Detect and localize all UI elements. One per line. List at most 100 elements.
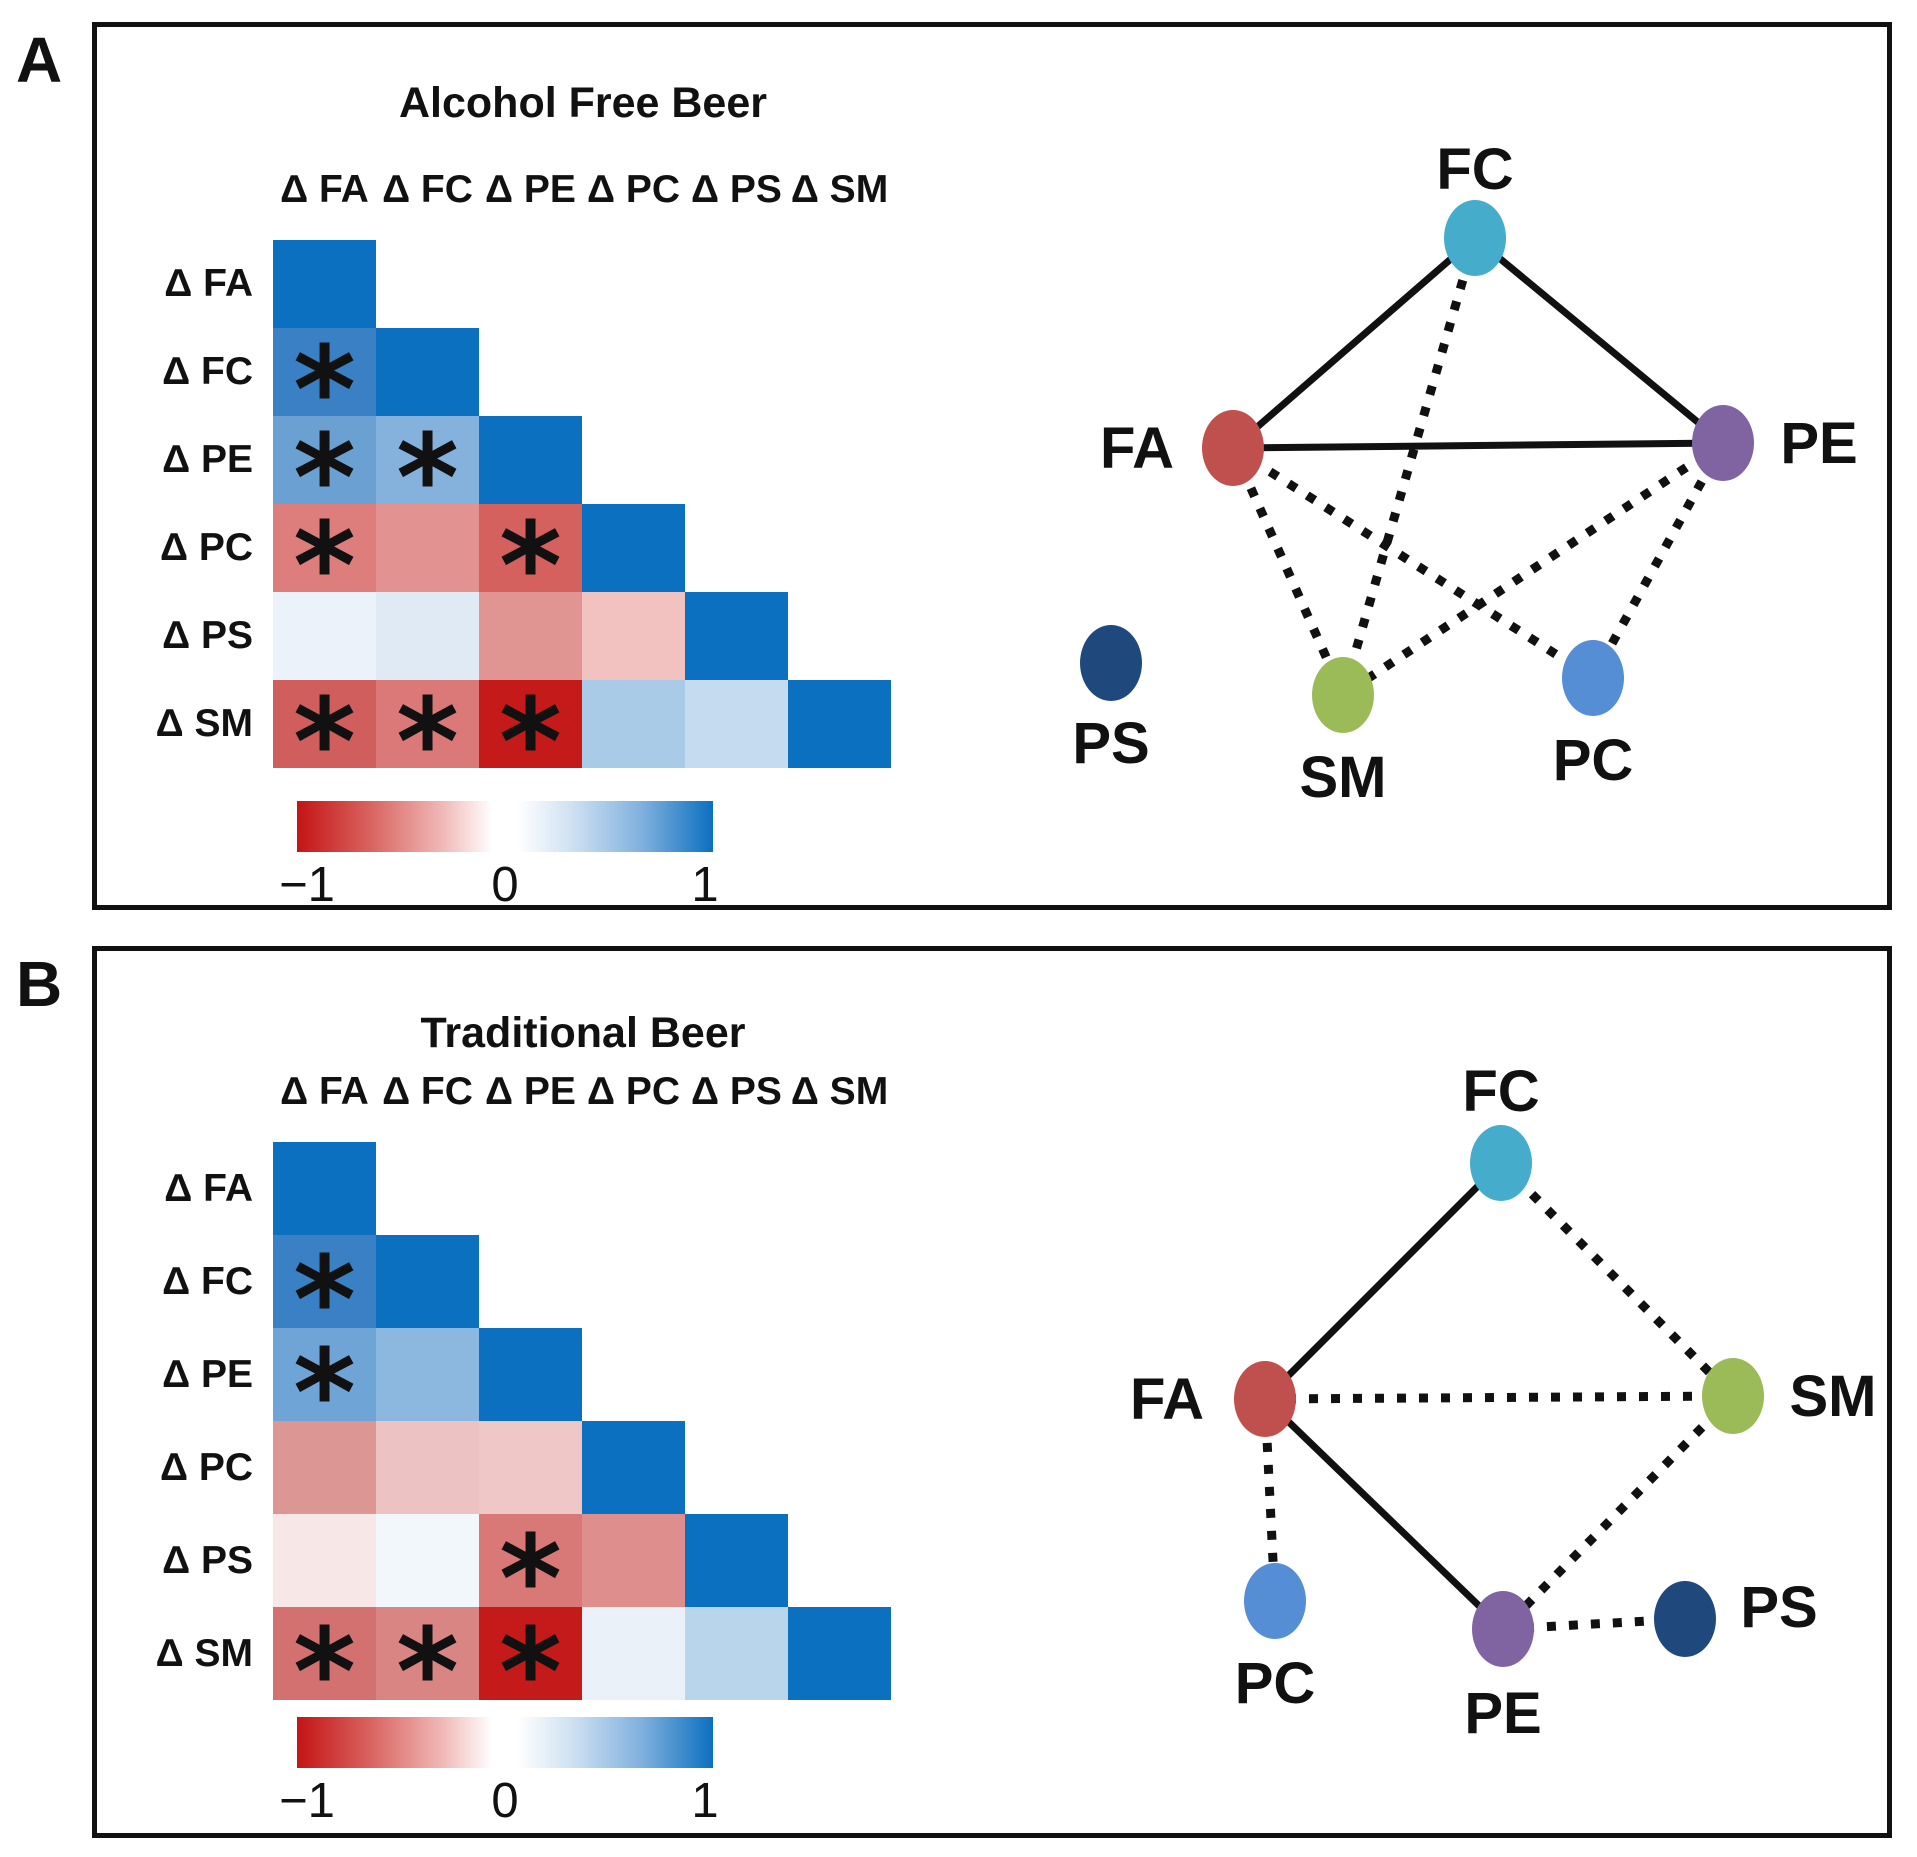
edge-fa-pe-solid (1232, 439, 1724, 452)
edge-pe-pc-dotted (1589, 440, 1727, 681)
colorbar-tick-min: −1 (279, 858, 335, 912)
node-sm (1312, 657, 1374, 733)
matrix-cell (582, 680, 685, 768)
node-label-pc: PC (1235, 1651, 1316, 1716)
matrix-row-header: Δ PC (159, 526, 253, 569)
matrix-col-header: Δ PS (691, 1070, 782, 1113)
matrix-cell (582, 504, 685, 592)
matrix-cell (376, 1514, 479, 1607)
node-sm (1702, 1358, 1764, 1434)
panel-b-letter: B (16, 948, 63, 1020)
panel-a-network-graph: FC FA PE PS SM PC (1072, 137, 1857, 810)
panel-a: Alcohol Free Beer Δ FA Δ FC Δ PE Δ PC Δ PS Δ … (92, 22, 1892, 912)
edge-fa-pc-dotted (1230, 444, 1596, 682)
matrix-cell (273, 240, 376, 328)
panel-b-title: Traditional Beer (420, 1009, 746, 1057)
matrix-row-header: Δ FA (164, 1166, 253, 1210)
matrix-cell (479, 592, 582, 680)
panel-a-colorbar: −1 0 1 (279, 801, 719, 931)
matrix-cell (685, 1514, 788, 1607)
matrix-row-header: Δ PS (162, 1538, 253, 1582)
matrix-col-header: Δ PE (485, 1070, 576, 1113)
colorbar-gradient (297, 1717, 713, 1768)
node-fa (1202, 410, 1264, 486)
matrix-col-header: Δ FC (382, 1070, 473, 1113)
matrix-col-header: Δ SM (790, 1070, 889, 1113)
node-label-fc: FC (1436, 137, 1513, 202)
matrix-cell (376, 1328, 479, 1421)
edge-fa-fc-solid (1262, 1160, 1504, 1402)
node-label-pc: PC (1553, 728, 1634, 793)
matrix-cell (479, 1328, 582, 1421)
colorbar-tick-mid: 0 (491, 858, 519, 912)
matrix-col-header: Δ FC (382, 168, 473, 211)
node-fa (1234, 1361, 1296, 1437)
matrix-row-header: Δ SM (155, 702, 253, 745)
node-label-ps: PS (1740, 1575, 1817, 1640)
node-label-ps: PS (1072, 711, 1149, 776)
panel-b-network-graph: FC FA SM PC PE PS (1130, 1059, 1877, 1746)
matrix-row-header: Δ FC (162, 350, 253, 393)
matrix-row-header: Δ PE (162, 1352, 253, 1396)
node-ps (1080, 625, 1142, 701)
node-label-fc: FC (1462, 1059, 1539, 1124)
matrix-cell (788, 680, 891, 768)
node-pe (1692, 405, 1754, 481)
matrix-col-header: Δ SM (790, 168, 889, 211)
matrix-cell (685, 592, 788, 680)
edge-pe-sm-dotted (1340, 439, 1726, 699)
matrix-cell (376, 1421, 479, 1514)
edge-fc-sm-dotted (1338, 236, 1480, 697)
matrix-col-header: Δ PC (586, 1070, 681, 1113)
matrix-col-header: Δ PE (485, 168, 576, 211)
edge-fc-sm-dotted (1497, 1159, 1737, 1400)
matrix-col-header: Δ PC (586, 168, 681, 211)
edge-fa-sm-dotted (1264, 1391, 1734, 1404)
panel-b-colorbar: −1 0 1 (279, 1717, 719, 1847)
edge-fa-pe-solid (1262, 1396, 1506, 1632)
matrix-cell (376, 592, 479, 680)
matrix-cell (273, 1421, 376, 1514)
matrix-cell (685, 1607, 788, 1700)
node-pc (1562, 640, 1624, 716)
colorbar-tick-min: −1 (279, 1774, 335, 1828)
matrix-row-header: Δ SM (155, 1631, 253, 1675)
matrix-cell (273, 1142, 376, 1235)
node-label-sm: SM (1790, 1364, 1877, 1429)
matrix-row-header: Δ FC (162, 1259, 253, 1303)
matrix-cell (376, 1235, 479, 1328)
edge-sm-pe-dotted (1499, 1392, 1737, 1633)
matrix-cell (479, 416, 582, 504)
panel-a-title: Alcohol Free Beer (399, 79, 767, 127)
matrix-row-header: Δ PC (159, 1445, 253, 1489)
matrix-cell (273, 592, 376, 680)
node-label-pe: PE (1780, 411, 1857, 476)
matrix-cell (685, 680, 788, 768)
matrix-col-header: Δ FA (280, 168, 369, 211)
node-fc (1444, 200, 1506, 276)
matrix-cell (376, 504, 479, 592)
matrix-cell (582, 1514, 685, 1607)
node-pe (1472, 1591, 1534, 1667)
edge-fa-sm-dotted (1228, 446, 1348, 697)
matrix-col-header: Δ PS (691, 168, 782, 211)
matrix-cell (788, 1607, 891, 1700)
matrix-col-header: Δ FA (280, 1070, 369, 1113)
node-fc (1470, 1125, 1532, 1201)
matrix-row-header: Δ PS (162, 614, 253, 657)
matrix-row-header: Δ PE (162, 438, 253, 481)
matrix-cell (582, 1607, 685, 1700)
node-ps (1654, 1581, 1716, 1657)
matrix-cell (376, 328, 479, 416)
node-label-sm: SM (1300, 745, 1387, 810)
node-pc (1244, 1563, 1306, 1639)
matrix-cell (582, 592, 685, 680)
edge-fa-fc-solid (1230, 235, 1478, 451)
matrix-row-header: Δ FA (164, 262, 253, 305)
colorbar-tick-max: 1 (691, 858, 719, 912)
colorbar-tick-max: 1 (691, 1774, 719, 1828)
panel-a-letter: A (16, 24, 63, 96)
edge-fc-pe-solid (1472, 235, 1726, 446)
node-label-fa: FA (1100, 416, 1174, 481)
